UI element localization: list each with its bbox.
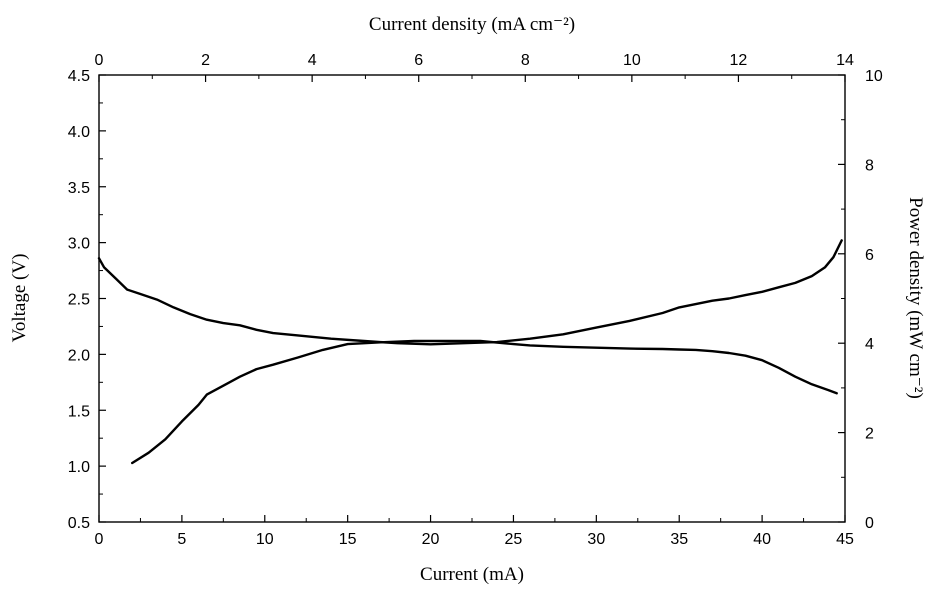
x-tick-label: 15 — [339, 531, 357, 548]
x2-tick-label: 8 — [521, 52, 530, 69]
x2-tick-label: 10 — [623, 52, 641, 69]
y-tick-label: 4.0 — [68, 124, 90, 141]
y2-tick-label: 6 — [865, 247, 874, 264]
x-tick-label: 10 — [256, 531, 274, 548]
y2-tick-label: 10 — [865, 68, 883, 85]
x-axis-title: Current (mA) — [420, 564, 524, 585]
x2-tick-label: 2 — [201, 52, 210, 69]
x-tick-label: 20 — [422, 531, 440, 548]
x-tick-label: 25 — [505, 531, 523, 548]
power-density-line — [130, 339, 838, 465]
x-tick-label: 35 — [670, 531, 688, 548]
x2-tick-label: 14 — [836, 52, 854, 69]
series-layer — [97, 239, 843, 465]
y-tick-label: 1.5 — [68, 403, 90, 420]
y-tick-label: 1.0 — [68, 459, 90, 476]
bottom-axis: 0 5 10 15 20 25 30 35 40 45 — [95, 515, 854, 548]
y-tick-label: 2.5 — [68, 292, 90, 309]
y-axis-title: Voltage (V) — [9, 254, 30, 343]
x-tick-label: 0 — [95, 531, 104, 548]
y-tick-label: 0.5 — [68, 515, 90, 532]
x-tick-label: 5 — [177, 531, 186, 548]
x-tick-label: 45 — [836, 531, 854, 548]
x-tick-label: 40 — [753, 531, 771, 548]
voltage-line — [97, 239, 843, 346]
x2-tick-label: 0 — [95, 52, 104, 69]
y-tick-label: 2.0 — [68, 347, 90, 364]
y2-axis-title: Power density (mW cm⁻²) — [905, 197, 926, 399]
x2-axis-title: Current density (mA cm⁻²) — [369, 14, 575, 35]
top-axis: 0 2 4 6 8 10 12 14 — [95, 52, 854, 82]
left-axis: 0.5 1.0 1.5 2.0 2.5 3.0 3.5 4.0 4.5 — [68, 68, 106, 532]
x-tick-label: 30 — [587, 531, 605, 548]
y2-tick-label: 2 — [865, 426, 874, 443]
x2-tick-label: 4 — [308, 52, 317, 69]
y2-tick-label: 8 — [865, 157, 874, 174]
y-tick-label: 3.0 — [68, 236, 90, 253]
y-tick-label: 3.5 — [68, 180, 90, 197]
x2-tick-label: 12 — [730, 52, 748, 69]
y-tick-label: 4.5 — [68, 68, 90, 85]
y2-tick-label: 0 — [865, 515, 874, 532]
y2-tick-label: 4 — [865, 336, 874, 353]
right-axis: 0 2 4 6 8 10 — [838, 68, 883, 532]
x2-tick-label: 6 — [414, 52, 423, 69]
